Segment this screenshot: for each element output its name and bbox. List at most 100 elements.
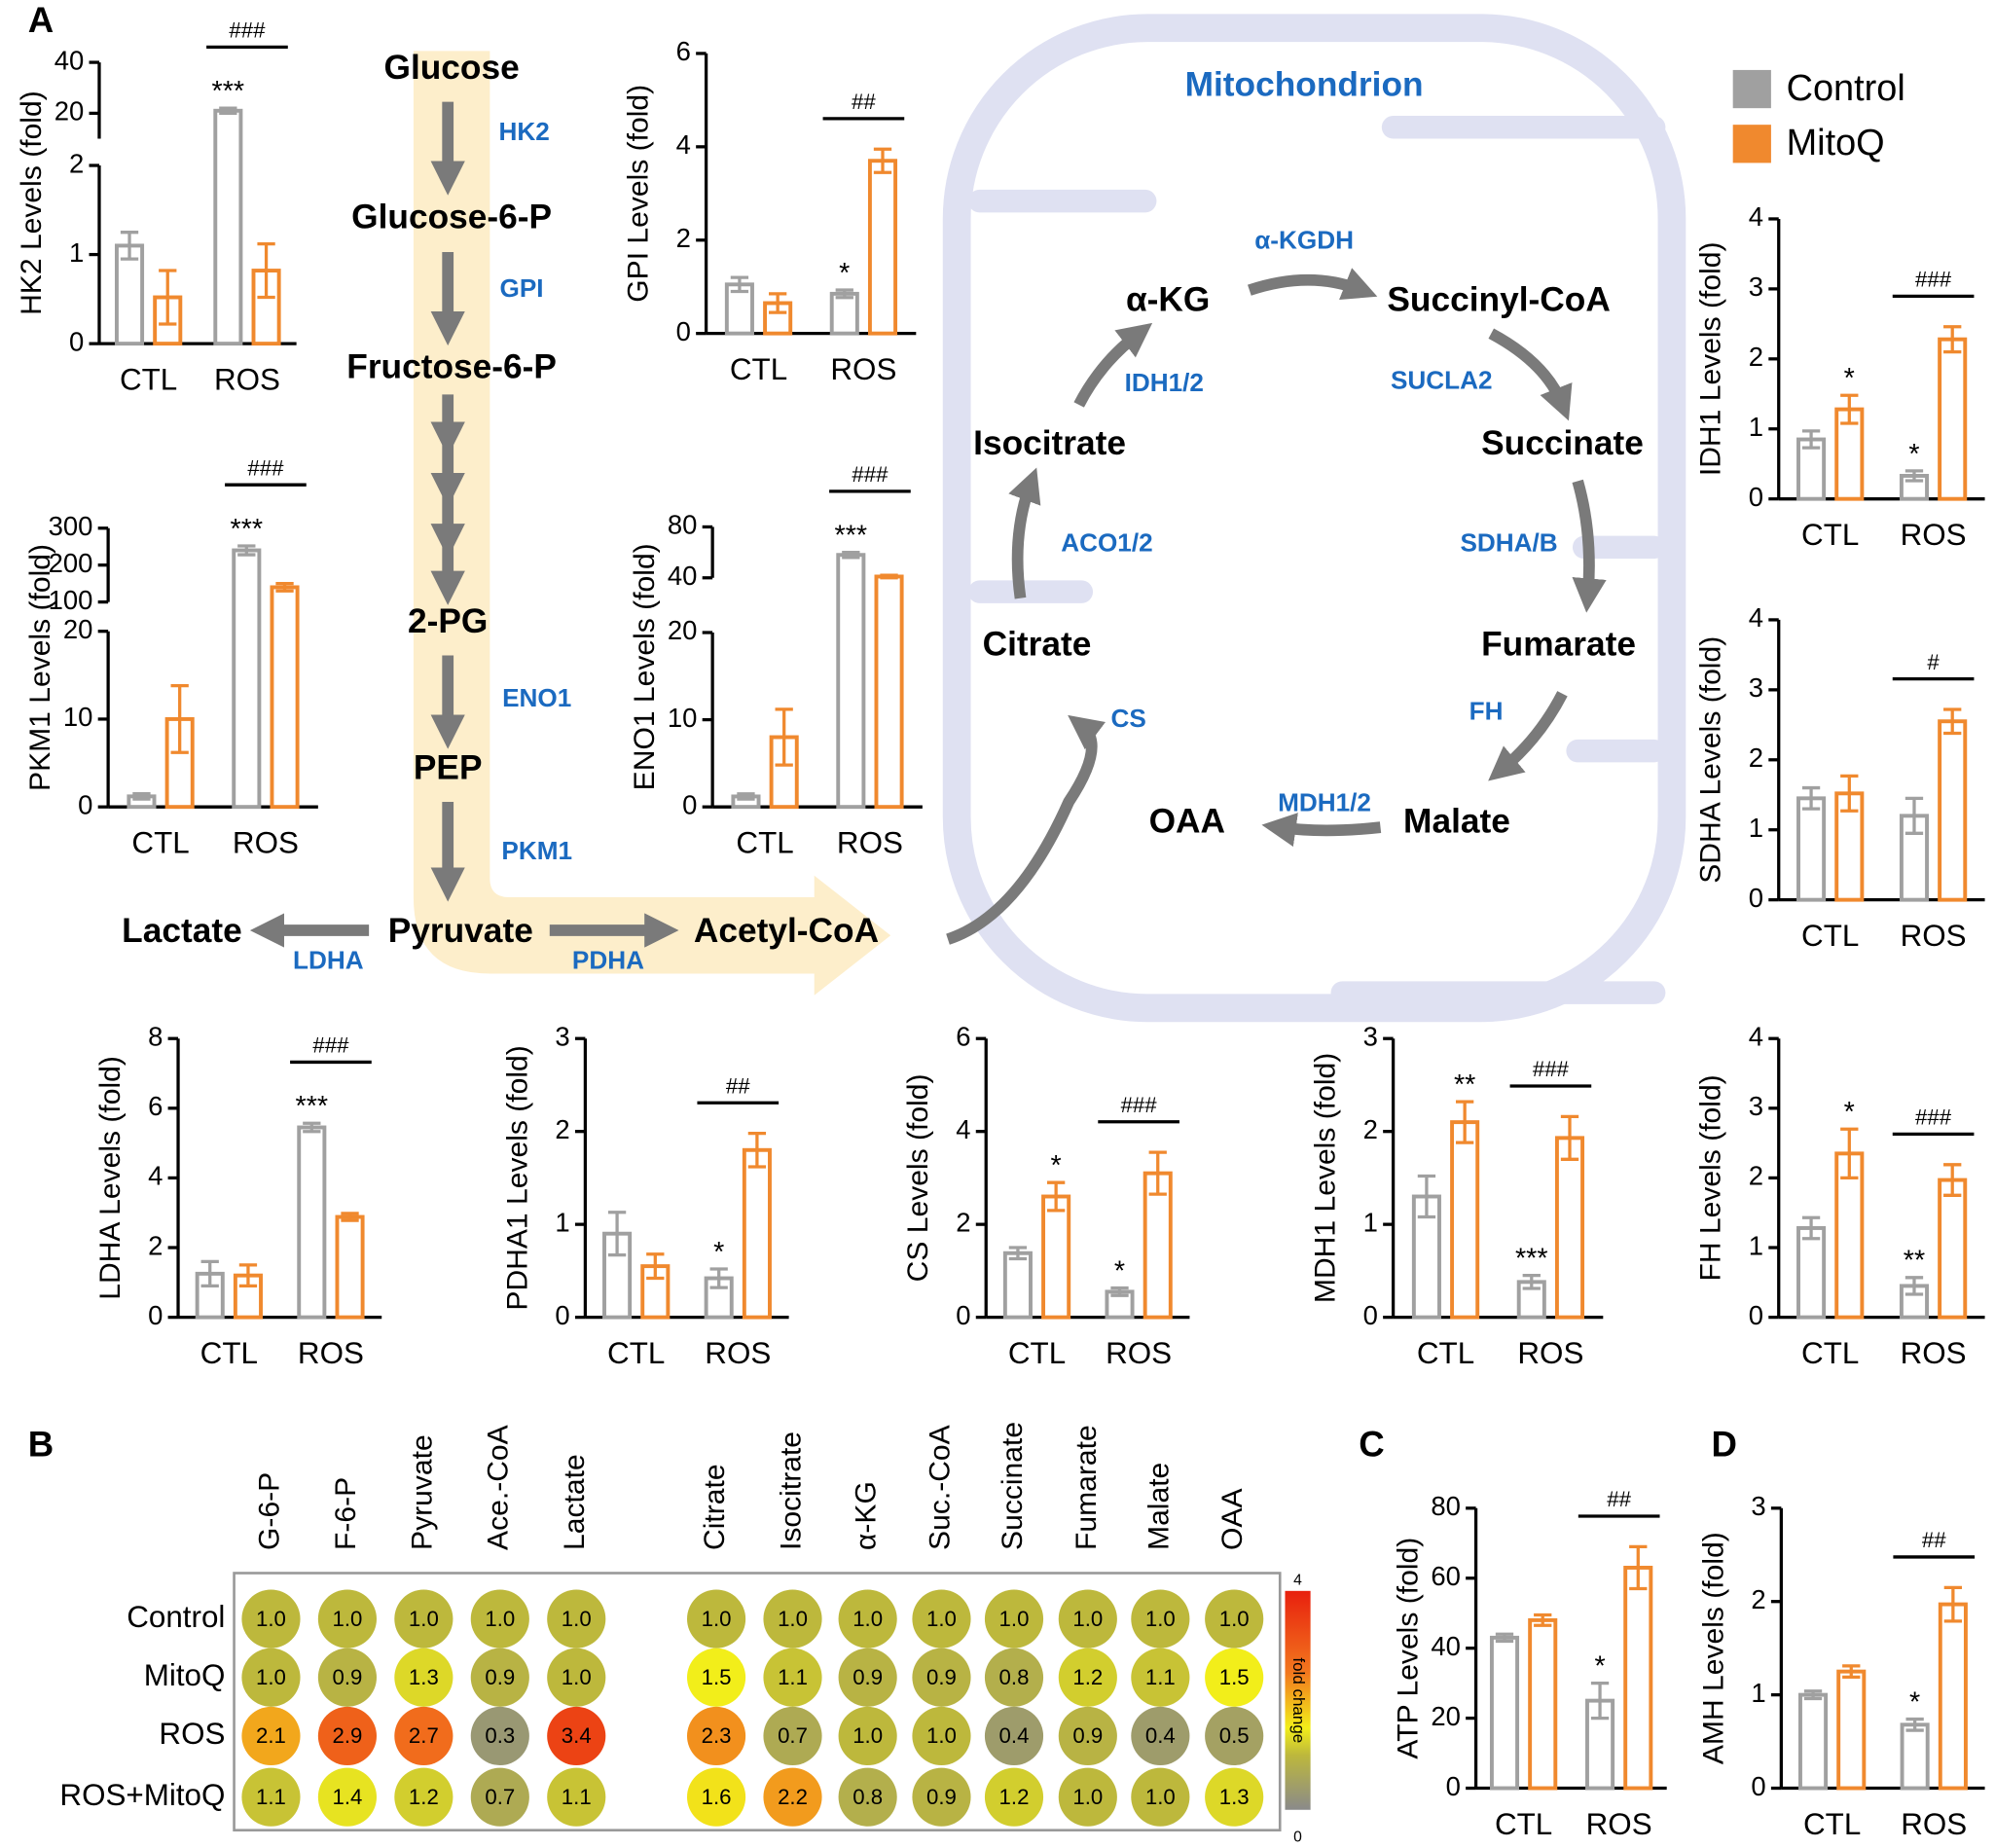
legend-label: MitoQ	[1787, 123, 1885, 163]
significance: *	[1908, 439, 1919, 470]
cell-label: 1.1	[256, 1785, 286, 1809]
cell-label: 2.9	[332, 1723, 362, 1748]
heatmap-cell	[547, 1648, 606, 1707]
heatmap-cell	[241, 1706, 301, 1765]
enzyme: PDHA	[572, 946, 644, 975]
bar	[1938, 719, 1968, 902]
cell-label: 0.9	[1072, 1723, 1103, 1748]
cell-label: 0.7	[485, 1785, 515, 1809]
y-tick-label: 2	[1363, 1114, 1378, 1144]
mitochondrion-outline	[942, 14, 1687, 1023]
bar-chart: 0 1 2 3 4 IDH1 Levels (fold) CTL ROS * * ###	[1695, 201, 1985, 552]
column-label: Malate	[1143, 1463, 1175, 1550]
bar	[1836, 1669, 1867, 1791]
significance: *	[1051, 1150, 1062, 1181]
y-tick-label: 4	[676, 129, 691, 160]
significance: **	[1904, 1246, 1925, 1277]
y-axis-label: ATP Levels (fold)	[1393, 1538, 1425, 1759]
heatmap-cell	[470, 1706, 529, 1765]
cell-label: 1.0	[852, 1607, 883, 1631]
error-bar	[1590, 1681, 1610, 1721]
heatmap-cell	[838, 1767, 897, 1827]
cell-label: 2.1	[256, 1723, 286, 1748]
bar-chart: 0 2 4 6 CS Levels (fold) CTL ROS * * ###	[902, 1021, 1190, 1370]
bar-chart: 0 1 2 3 AMH Levels (fold) CTL ROS * ##	[1697, 1491, 1985, 1841]
error-bar	[341, 1212, 359, 1222]
heatmap-cell	[1058, 1589, 1117, 1649]
panel-letter: C	[1359, 1425, 1384, 1465]
significance: *	[1844, 363, 1855, 394]
column-label: Succinate	[997, 1422, 1029, 1550]
error-bar	[1905, 1717, 1924, 1732]
heatmap-cell	[317, 1767, 377, 1827]
x-tick-label: CTL	[730, 352, 787, 386]
y-tick-label: 1	[69, 237, 84, 268]
heatmap-cell	[838, 1648, 897, 1707]
error-bar	[1840, 393, 1859, 425]
comparison-label: ###	[1121, 1093, 1158, 1117]
bar	[829, 291, 859, 336]
column-label: Pyruvate	[406, 1434, 438, 1550]
y-tick-label: 2	[555, 1114, 569, 1144]
column-label: Suc.-CoA	[924, 1425, 956, 1550]
x-tick-label: ROS	[837, 826, 903, 860]
x-tick-label: CTL	[1801, 518, 1859, 552]
y-tick-label: 40	[1431, 1631, 1461, 1661]
significance: *	[1594, 1651, 1605, 1683]
heatmap-cell	[984, 1706, 1044, 1765]
colorbar-tick-label: 4	[1293, 1572, 1302, 1588]
y-tick-label: 60	[1431, 1561, 1461, 1591]
cell-label: 1.4	[332, 1785, 362, 1809]
cell-label: 0.9	[926, 1665, 957, 1689]
x-tick-label: CTL	[200, 1336, 258, 1370]
y-tick-label: 1	[555, 1207, 569, 1237]
y-tick-label: 4	[1749, 1021, 1763, 1051]
x-tick-label: ROS	[830, 352, 896, 386]
colorbar-label: fold change	[1289, 1657, 1308, 1743]
y-tick-label: 0	[956, 1300, 970, 1330]
x-tick-label: CTL	[120, 363, 177, 397]
x-tick-label: CTL	[1495, 1807, 1552, 1841]
y-tick-label: 6	[676, 36, 691, 66]
error-bar	[646, 1252, 665, 1281]
error-bar	[303, 1121, 321, 1134]
heatmap-cell	[686, 1767, 746, 1827]
bar	[836, 553, 866, 810]
y-tick-label: 100	[49, 585, 93, 615]
x-tick-label: ROS	[233, 826, 299, 860]
heatmap-cell	[1058, 1648, 1117, 1707]
error-bar	[607, 1211, 627, 1257]
error-bar	[1842, 1664, 1861, 1680]
heatmap-cell	[984, 1648, 1044, 1707]
legend-swatch	[1732, 69, 1771, 109]
y-axis-label: FH Levels (fold)	[1695, 1074, 1727, 1281]
bar	[742, 1147, 772, 1320]
cell-label: 1.0	[256, 1665, 286, 1689]
y-tick-label: 4	[1749, 602, 1763, 633]
error-bar	[159, 269, 177, 326]
cell-label: 1.6	[702, 1785, 732, 1809]
x-tick-label: CTL	[736, 826, 793, 860]
y-tick-label: 0	[676, 316, 691, 346]
significance: *	[713, 1237, 724, 1268]
y-tick-label: 40	[668, 561, 698, 591]
bar	[1489, 1635, 1520, 1791]
significance: ***	[212, 76, 245, 107]
y-tick-label: 3	[1749, 1091, 1763, 1121]
error-bar	[775, 707, 793, 767]
y-tick-label: 8	[148, 1021, 163, 1051]
error-bar	[200, 1259, 219, 1288]
bar	[1834, 1151, 1865, 1320]
heatmap: G-6-P F-6-P Pyruvate Ace.-CoA Lactate Citrate…	[59, 1422, 1311, 1846]
bar	[1938, 1602, 1968, 1791]
bar	[213, 108, 243, 346]
legend-swatch	[1732, 125, 1771, 163]
error-bar	[1943, 707, 1962, 736]
heatmap-cell	[470, 1767, 529, 1827]
cell-label: 0.9	[852, 1665, 883, 1689]
comparison-label: ###	[247, 455, 284, 480]
panel-letter: D	[1711, 1425, 1736, 1465]
x-tick-label: ROS	[1901, 1807, 1967, 1841]
